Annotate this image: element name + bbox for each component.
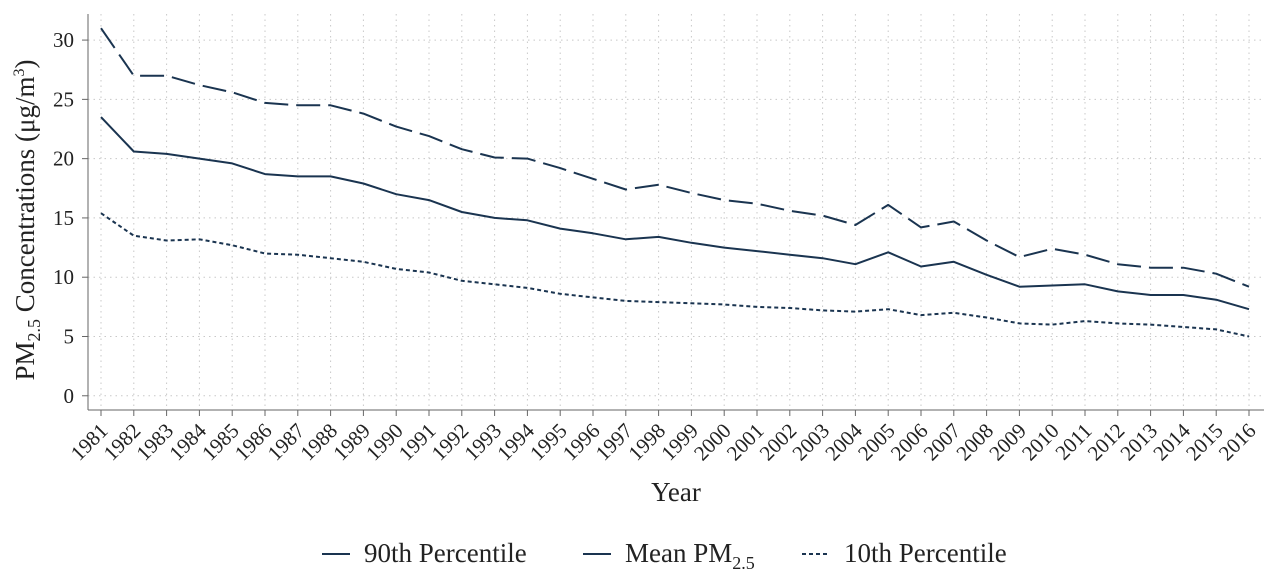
ytick-label-15: 15 — [53, 206, 74, 230]
axes — [87, 14, 1264, 411]
y-axis-title-subscript: 2.5 — [24, 319, 44, 342]
series-line-mean-pm2-5 — [100, 116, 1250, 311]
series-line-90th-percentile — [100, 27, 1250, 288]
y-axis-title-end: ) — [10, 60, 40, 69]
legend: 90th Percentile Mean PM2.5 10th Percenti… — [322, 538, 1007, 573]
x-axis-ticks: 1981198219831984198519861987198819891990… — [66, 410, 1261, 465]
legend-label-mean-pm25: Mean PM2.5 — [625, 538, 755, 573]
ytick-label-10: 10 — [53, 265, 74, 289]
gridlines — [88, 14, 1264, 410]
legend-label-10th-percentile: 10th Percentile — [844, 538, 1007, 568]
y-axis-title-main: PM — [10, 341, 40, 380]
y-axis-title-rest: Concentrations (μg/m — [10, 77, 40, 319]
legend-label-90th-percentile: 90th Percentile — [364, 538, 527, 568]
y-axis-title-superscript: 3 — [11, 69, 28, 77]
ytick-label-25: 25 — [53, 87, 74, 111]
ytick-label-5: 5 — [64, 324, 75, 348]
y-axis-title: PM2.5 Concentrations (μg/m3) — [10, 60, 44, 381]
series-line-10th-percentile — [100, 212, 1250, 338]
x-axis-title: Year — [651, 477, 701, 507]
ytick-label-20: 20 — [53, 147, 74, 171]
legend-label-mean-pm25-main: Mean PM — [625, 538, 732, 568]
ytick-label-30: 30 — [53, 28, 74, 52]
series-lines — [100, 27, 1250, 338]
legend-label-mean-pm25-subscript: 2.5 — [732, 553, 755, 573]
ytick-label-0: 0 — [64, 384, 75, 408]
y-axis-ticks: 0 5 10 15 20 25 30 — [53, 28, 88, 408]
xtick-label-2016: 2016 — [1214, 419, 1261, 466]
